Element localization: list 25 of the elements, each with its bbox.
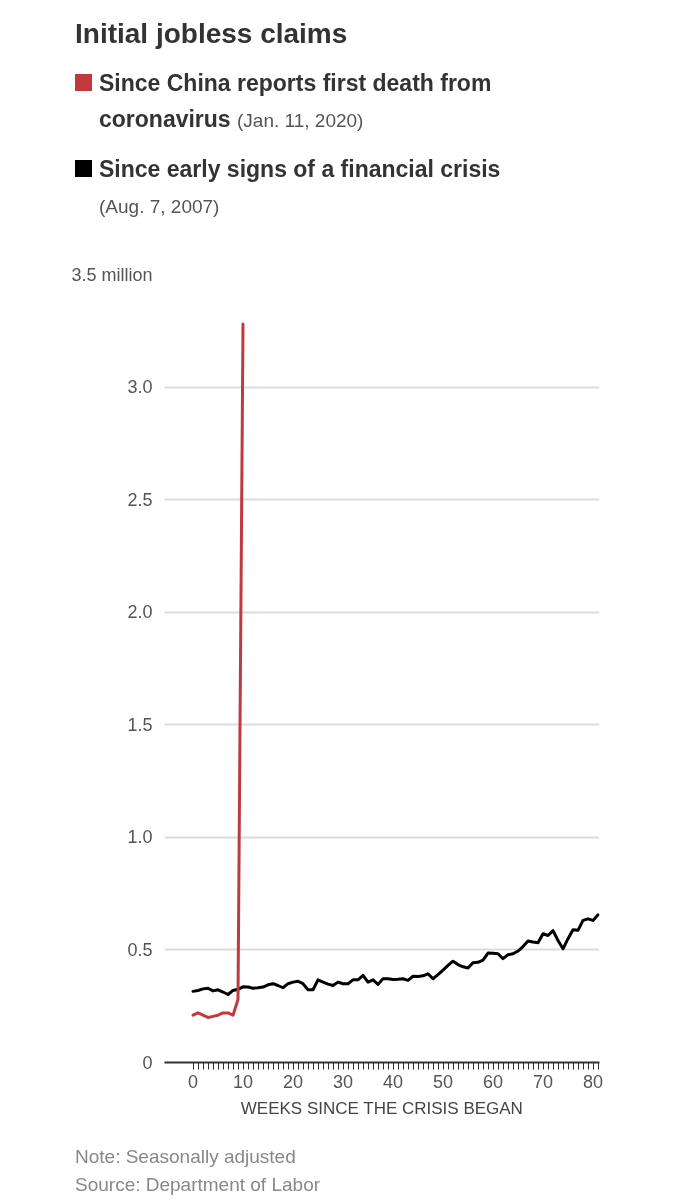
x-tick-label: 40 [382,1071,404,1092]
y-tick-label: 2.0 [127,602,153,623]
line-series [191,322,245,1019]
y-tick-label: 0.5 [127,939,153,960]
y-tick-label: 0 [142,1052,153,1073]
annotation: Source: Department of Labor [75,1173,321,1197]
x-tick-label: 30 [332,1071,354,1092]
x-tick-label: 0 [187,1071,199,1092]
x-tick-label: 70 [532,1071,554,1092]
y-tick-label: 2.5 [127,489,153,510]
y-tick-label: 3.5 million [71,264,153,285]
chart-title: Initial jobless claims [75,17,349,51]
x-tick-label: 60 [482,1071,504,1092]
y-tick-label: 1.0 [127,827,153,848]
legend-label: Since China reports first death from coronavirus (Jan. 11, 2020) [99,69,493,134]
y-tick-label: 3.0 [127,377,153,398]
x-tick-label: 10 [232,1071,254,1092]
x-tick-label: 20 [282,1071,304,1092]
x-axis-title: WEEKS SINCE THE CRISIS BEGAN [240,1098,523,1118]
y-tick-label: 1.5 [127,714,153,735]
line-series [191,913,600,997]
x-tick-label: 50 [432,1071,454,1092]
legend-label: Since early signs of a financial crisis (Aug. 7, 2007) [99,155,502,219]
x-tick-label: 80 [582,1071,604,1092]
annotation: Note: Seasonally adjusted [75,1145,297,1169]
